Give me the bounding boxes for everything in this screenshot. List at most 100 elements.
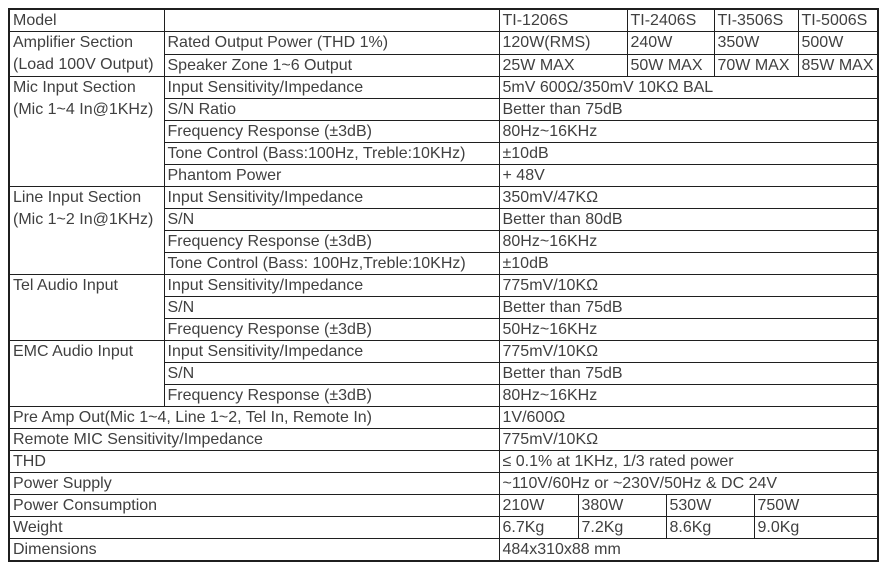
amplifier-section-title: Amplifier Section [13, 34, 134, 51]
mic-input-section-label-cell: Mic Input Section (Mic 1~4 In@1KHz) [8, 76, 165, 187]
attribute-cell: Frequency Response (±3dB) [163, 384, 500, 407]
attribute-cell: Input Sensitivity/Impedance [163, 340, 500, 363]
attribute-cell: Power Consumption [8, 494, 500, 517]
row-power-consumption: Power Consumption 210W 380W 530W 750W [8, 494, 879, 517]
value-cell: 80Hz~16KHz [498, 230, 879, 253]
attribute-cell: Frequency Response (±3dB) [163, 230, 500, 253]
attribute-cell: Rated Output Power (THD 1%) [163, 31, 500, 55]
attribute-cell: Weight [8, 516, 500, 539]
value-cell: 380W [577, 494, 667, 517]
value-cell: 5mV 600Ω/350mV 10KΩ BAL [498, 76, 879, 99]
attribute-cell: Frequency Response (±3dB) [163, 318, 500, 341]
line-input-section-title: Line Input Section [13, 189, 142, 206]
model-name-cell: TI-5006S [797, 8, 879, 32]
attribute-cell: Input Sensitivity/Impedance [163, 186, 500, 209]
value-cell: 25W MAX [498, 53, 628, 77]
attribute-cell: Input Sensitivity/Impedance [163, 274, 500, 297]
attribute-cell: S/N [163, 208, 500, 231]
attribute-cell: Input Sensitivity/Impedance [163, 76, 500, 99]
attribute-cell: S/N Ratio [163, 98, 500, 121]
row-tel-frequency-response: Frequency Response (±3dB) 50Hz~16KHz [9, 318, 879, 341]
row-dimensions: Dimensions 484x310x88 mm [8, 538, 879, 562]
value-cell: 500W [797, 31, 879, 55]
row-power-supply: Power Supply ~110V/60Hz or ~230V/50Hz & … [8, 472, 879, 495]
row-remote-mic-sensitivity: Remote MIC Sensitivity/Impedance 775mV/1… [8, 428, 879, 451]
row-line-sn: S/N Better than 80dB [9, 208, 879, 231]
value-cell: 484x310x88 mm [498, 538, 879, 562]
value-cell: 50W MAX [626, 53, 715, 77]
row-thd: THD ≤ 0.1% at 1KHz, 1/3 rated power [8, 450, 879, 473]
row-model: Model TI-1206S TI-2406S TI-3506S TI-5006… [8, 8, 879, 32]
value-cell: 6.7Kg [498, 516, 579, 539]
row-tel-input-sensitivity: Tel Audio Input Input Sensitivity/Impeda… [8, 274, 879, 341]
row-phantom-power: Phantom Power + 48V [9, 164, 879, 187]
value-cell: 350W [713, 31, 799, 55]
value-cell: 1V/600Ω [498, 406, 879, 429]
value-cell: 80Hz~16KHz [498, 384, 879, 407]
row-emc-input-sensitivity: EMC Audio Input Input Sensitivity/Impeda… [8, 340, 879, 407]
value-cell: 240W [626, 31, 715, 55]
line-input-section-subtitle: (Mic 1~2 In@1KHz) [13, 211, 154, 228]
emc-audio-input-title: EMC Audio Input [13, 343, 134, 360]
attribute-cell: Tone Control (Bass:100Hz, Treble:10KHz) [163, 142, 500, 165]
value-cell: Better than 80dB [498, 208, 879, 231]
row-emc-frequency-response: Frequency Response (±3dB) 80Hz~16KHz [9, 384, 879, 407]
model-name-cell: TI-3506S [713, 8, 799, 32]
model-empty-cell [163, 8, 500, 32]
emc-audio-input-label-cell: EMC Audio Input [8, 340, 165, 407]
mic-input-section-subtitle: (Mic 1~4 In@1KHz) [13, 101, 154, 118]
attribute-cell: Frequency Response (±3dB) [163, 120, 500, 143]
value-cell: 210W [498, 494, 579, 517]
row-rated-output-power: Amplifier Section (Load 100V Output) Rat… [8, 31, 879, 77]
attribute-cell: S/N [163, 296, 500, 319]
value-cell: ~110V/60Hz or ~230V/50Hz & DC 24V [498, 472, 879, 495]
row-line-tone-control: Tone Control (Bass: 100Hz,Treble:10KHz) … [9, 252, 879, 275]
attribute-cell: Dimensions [8, 538, 500, 562]
value-cell: 775mV/10KΩ [498, 274, 879, 297]
row-weight: Weight 6.7Kg 7.2Kg 8.6Kg 9.0Kg [8, 516, 879, 539]
row-tel-sn: S/N Better than 75dB [9, 296, 879, 319]
value-cell: 8.6Kg [665, 516, 755, 539]
value-cell: ±10dB [498, 142, 879, 165]
mic-input-section-title: Mic Input Section [13, 79, 136, 96]
model-label-cell: Model [8, 8, 165, 32]
value-cell: Better than 75dB [498, 296, 879, 319]
model-name-cell: TI-1206S [498, 8, 628, 32]
value-cell: 85W MAX [797, 53, 879, 77]
amplifier-section-label-cell: Amplifier Section (Load 100V Output) [8, 31, 165, 77]
value-cell: 80Hz~16KHz [498, 120, 879, 143]
value-cell: Better than 75dB [498, 98, 879, 121]
attribute-cell: Phantom Power [163, 164, 500, 187]
value-cell: 7.2Kg [577, 516, 667, 539]
attribute-cell: Pre Amp Out(Mic 1~4, Line 1~2, Tel In, R… [8, 406, 500, 429]
attribute-cell: Remote MIC Sensitivity/Impedance [8, 428, 500, 451]
line-input-section-label-cell: Line Input Section (Mic 1~2 In@1KHz) [8, 186, 165, 275]
attribute-cell: S/N [163, 362, 500, 385]
row-mic-tone-control: Tone Control (Bass:100Hz, Treble:10KHz) … [9, 142, 879, 165]
value-cell: 70W MAX [713, 53, 799, 77]
tel-audio-input-label-cell: Tel Audio Input [8, 274, 165, 341]
tel-audio-input-title: Tel Audio Input [13, 277, 118, 294]
value-cell: + 48V [498, 164, 879, 187]
attribute-cell: Speaker Zone 1~6 Output [163, 53, 500, 77]
value-cell: 120W(RMS) [498, 31, 628, 55]
attribute-cell: Power Supply [8, 472, 500, 495]
row-mic-input-sensitivity: Mic Input Section (Mic 1~4 In@1KHz) Inpu… [8, 76, 879, 187]
model-name-cell: TI-2406S [626, 8, 715, 32]
value-cell: ±10dB [498, 252, 879, 275]
amplifier-section-subtitle: (Load 100V Output) [13, 56, 154, 73]
row-speaker-zone: Speaker Zone 1~6 Output 25W MAX 50W MAX … [9, 53, 879, 77]
row-line-input-sensitivity: Line Input Section (Mic 1~2 In@1KHz) Inp… [8, 186, 879, 275]
value-cell: 350mV/47KΩ [498, 186, 879, 209]
value-cell: ≤ 0.1% at 1KHz, 1/3 rated power [498, 450, 879, 473]
value-cell: 775mV/10KΩ [498, 340, 879, 363]
value-cell: Better than 75dB [498, 362, 879, 385]
row-line-frequency-response: Frequency Response (±3dB) 80Hz~16KHz [9, 230, 879, 253]
value-cell: 9.0Kg [753, 516, 879, 539]
spec-table: Model TI-1206S TI-2406S TI-3506S TI-5006… [8, 8, 879, 562]
row-pre-amp-out: Pre Amp Out(Mic 1~4, Line 1~2, Tel In, R… [8, 406, 879, 429]
attribute-cell: Tone Control (Bass: 100Hz,Treble:10KHz) [163, 252, 500, 275]
value-cell: 775mV/10KΩ [498, 428, 879, 451]
value-cell: 50Hz~16KHz [498, 318, 879, 341]
